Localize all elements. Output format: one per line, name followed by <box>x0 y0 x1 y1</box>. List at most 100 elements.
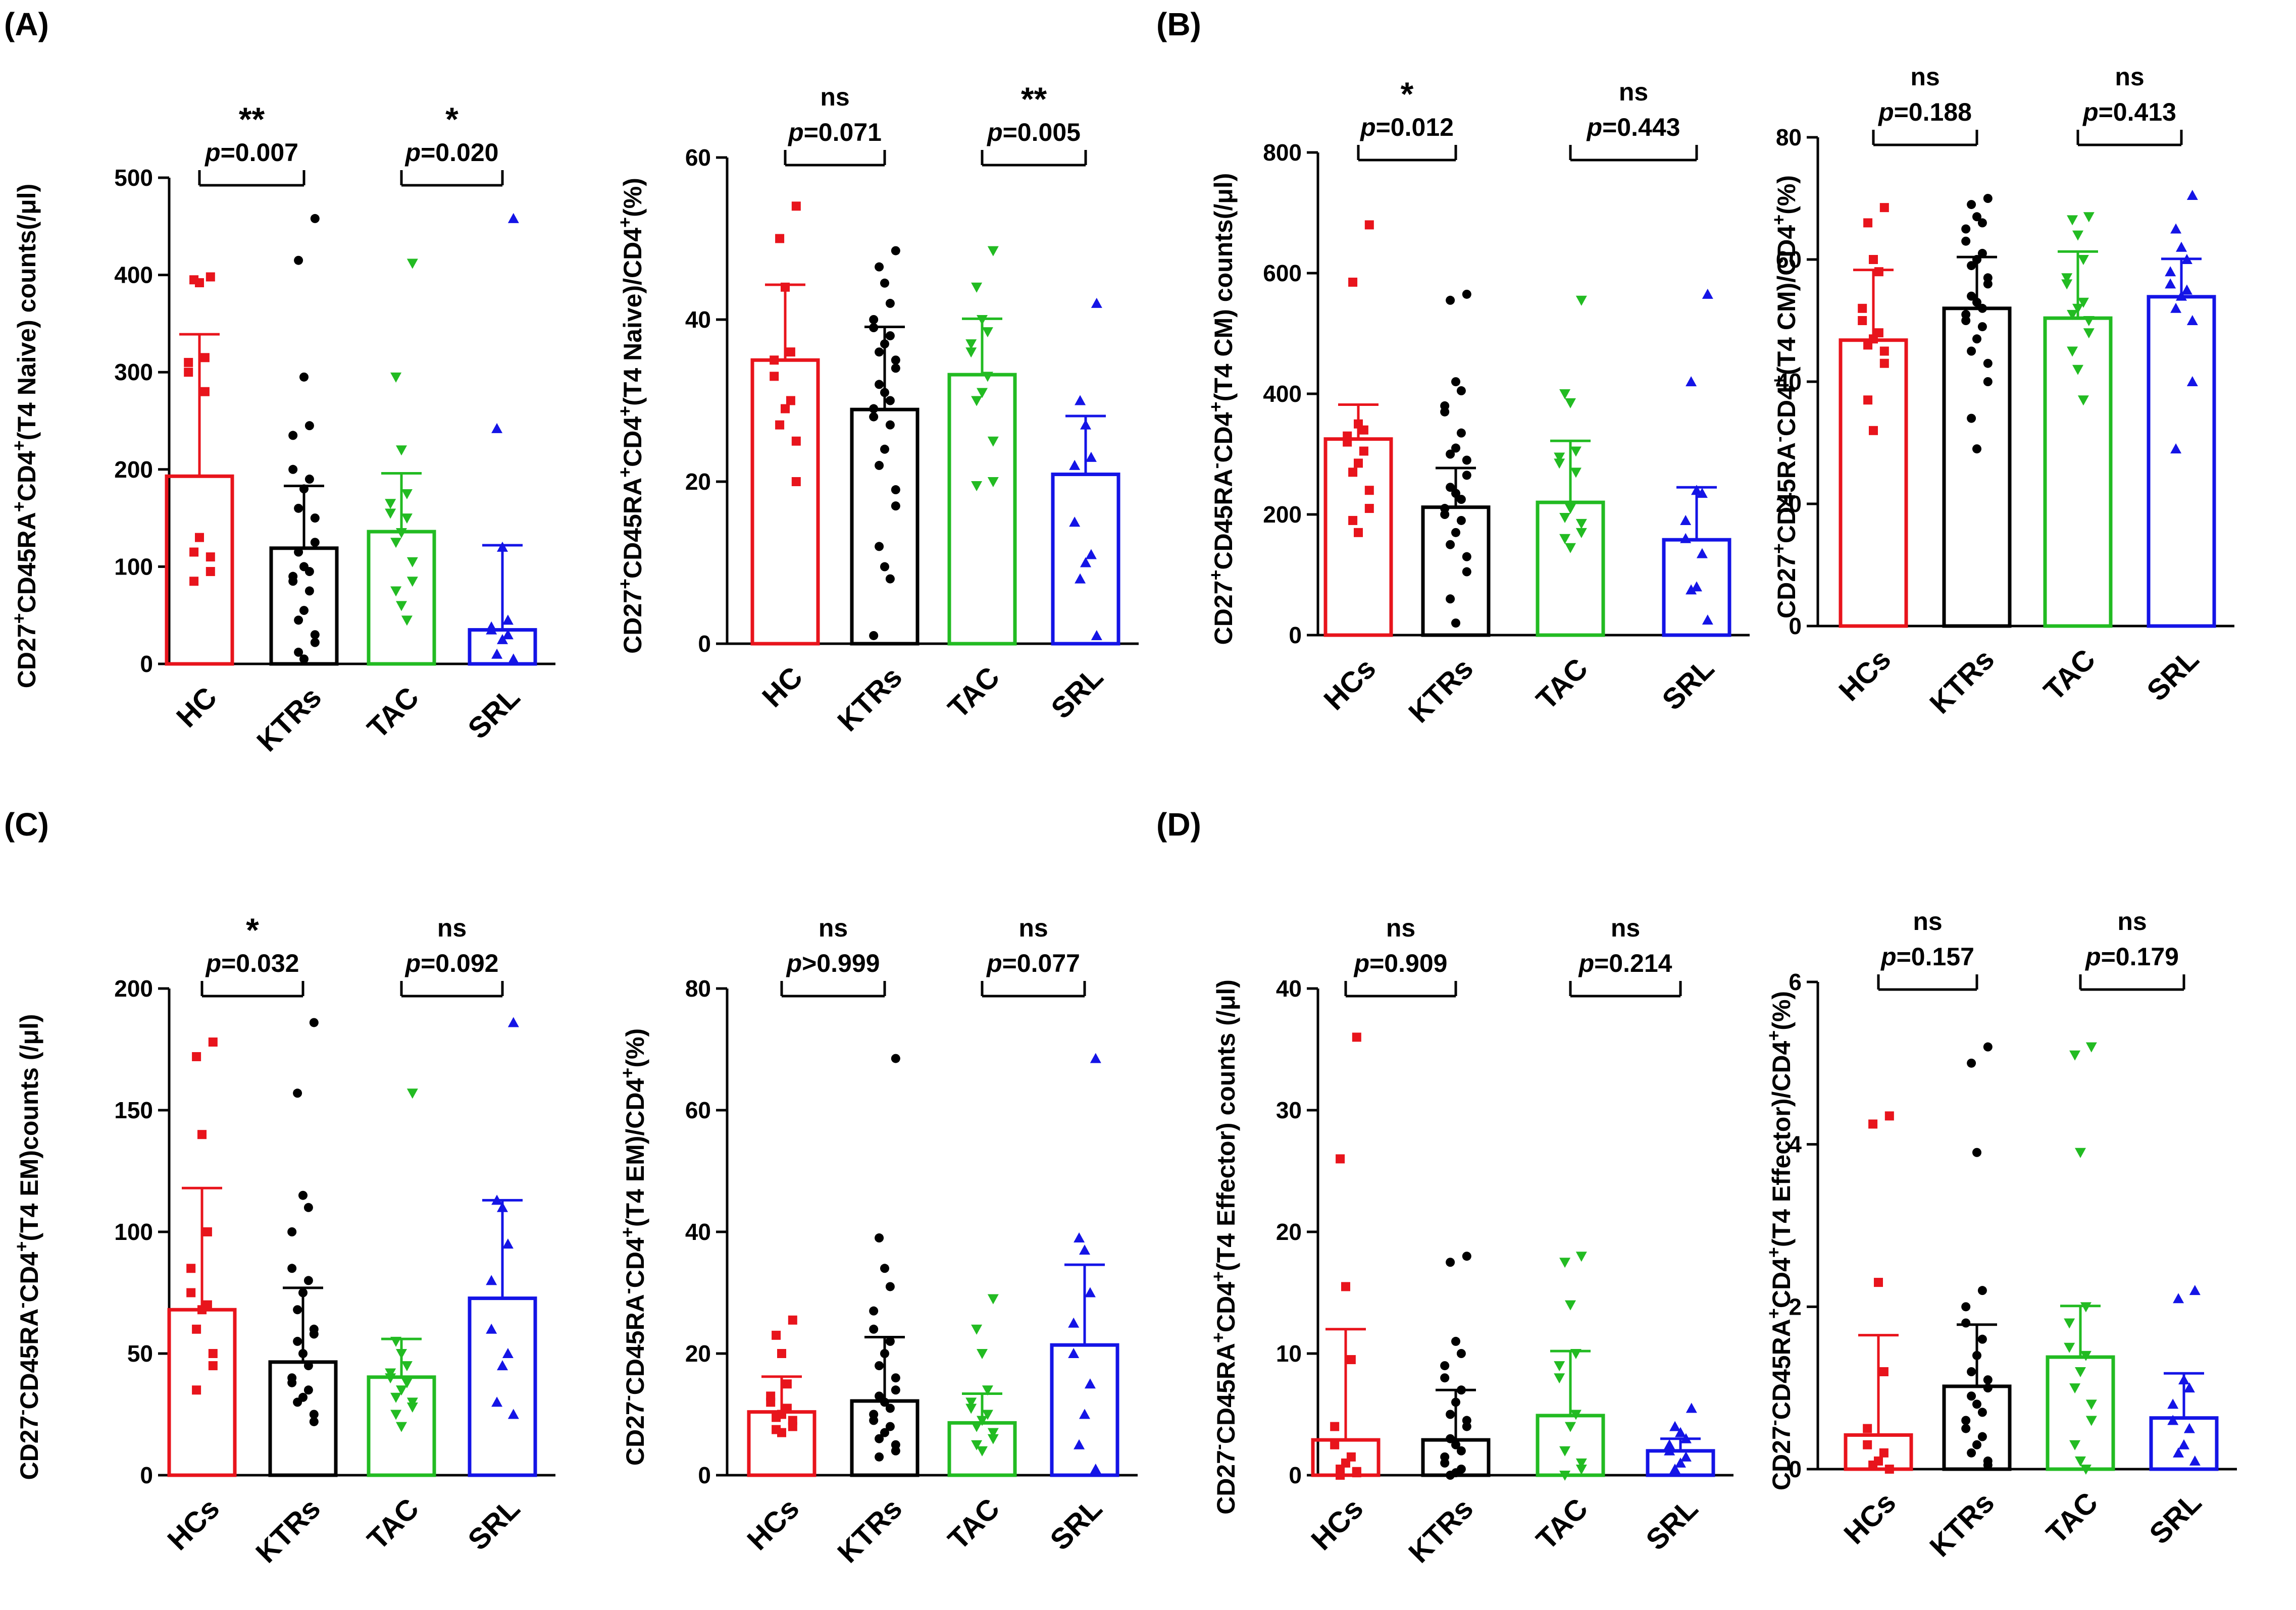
data-point <box>1068 1348 1080 1358</box>
data-point <box>2183 1423 2195 1433</box>
data-point <box>502 614 514 625</box>
y-tick-label: 10 <box>1276 1340 1302 1367</box>
data-point <box>2075 1367 2086 1377</box>
y-tick-label: 4 <box>1789 1131 1802 1158</box>
data-point <box>1080 419 1091 430</box>
data-point <box>891 355 900 365</box>
bar-group-srl <box>468 213 537 666</box>
data-point <box>772 1413 781 1422</box>
data-point <box>1084 1287 1096 1297</box>
significance-mark: * <box>246 911 259 949</box>
data-point <box>1575 518 1587 529</box>
y-tick-label: 80 <box>1776 124 1802 150</box>
data-point <box>1977 1432 1987 1441</box>
data-point <box>1451 1336 1460 1346</box>
data-point <box>304 475 314 484</box>
data-point <box>1440 407 1450 417</box>
data-point <box>875 1434 884 1443</box>
data-point <box>1869 426 1878 435</box>
significance-mark: ** <box>239 100 265 138</box>
category-label: KTRs <box>1402 652 1479 729</box>
data-point <box>2064 1318 2075 1329</box>
significance-bracket: p=0.077 ns <box>981 914 1086 998</box>
significance-mark: ns <box>437 914 467 942</box>
data-point <box>987 1434 999 1444</box>
category-label: KTRs <box>1923 643 2001 720</box>
data-point <box>299 654 309 664</box>
data-point <box>1462 289 1471 299</box>
data-point <box>1983 1383 1993 1393</box>
p-value: p=0.413 <box>2082 98 2176 126</box>
data-point <box>1446 1471 1455 1480</box>
y-tick-label: 60 <box>685 144 711 171</box>
data-point <box>293 1088 302 1098</box>
data-point <box>401 513 413 524</box>
bar-group-srl <box>1051 297 1120 646</box>
data-point <box>781 404 790 413</box>
data-point <box>2178 1439 2189 1449</box>
data-point <box>294 647 303 657</box>
data-point <box>406 557 418 567</box>
data-point <box>303 1385 313 1395</box>
data-point <box>1074 1232 1085 1243</box>
data-point <box>1686 1403 1697 1413</box>
data-point <box>2170 302 2182 313</box>
data-point <box>304 567 314 577</box>
data-point <box>1575 1252 1587 1262</box>
data-point <box>987 246 999 256</box>
data-point <box>891 501 900 511</box>
data-point <box>1863 218 1873 228</box>
category-label: SRL <box>1640 1492 1704 1556</box>
data-point <box>977 388 988 398</box>
data-point <box>1868 1119 1878 1129</box>
bar <box>1839 338 1908 628</box>
data-point <box>791 436 801 446</box>
data-point <box>1565 1422 1576 1432</box>
data-point <box>875 1452 884 1462</box>
bar-group-tac <box>947 1294 1017 1477</box>
category-label: HCs <box>1838 1486 1902 1550</box>
data-point <box>2067 215 2078 226</box>
data-point <box>1091 297 1102 308</box>
data-point <box>507 1017 519 1027</box>
data-point <box>885 420 895 430</box>
data-point <box>965 339 977 350</box>
data-point <box>1446 1410 1455 1419</box>
data-point <box>1352 1032 1361 1042</box>
bar <box>2043 316 2113 628</box>
data-point <box>197 1305 207 1315</box>
y-axis-label: CD27+CD45RA-CD4+(T4 CM)/CD4+(%) <box>1768 175 1801 618</box>
data-point <box>491 648 503 659</box>
data-point <box>885 574 895 584</box>
data-point <box>1961 316 1971 325</box>
y-tick-label: 0 <box>140 1462 153 1488</box>
data-point <box>1348 468 1358 477</box>
data-point <box>1961 1416 1971 1425</box>
data-point <box>1972 334 1981 344</box>
data-point <box>1977 248 1987 258</box>
data-point <box>2077 255 2089 265</box>
data-point <box>192 1052 201 1061</box>
data-point <box>1085 451 1097 462</box>
category-label: HCs <box>161 1492 226 1556</box>
data-point <box>891 485 900 495</box>
data-point <box>1961 1302 1971 1312</box>
data-point <box>1680 1433 1692 1443</box>
data-point <box>1446 540 1455 549</box>
plot-3: 0 200 400 600 800 CD27+CD45RA-CD4+(T4 CM) cou… <box>1205 75 1750 729</box>
data-point <box>184 368 193 377</box>
p-value: p=0.092 <box>404 949 499 977</box>
y-tick-label: 2 <box>1789 1293 1802 1320</box>
bar-group-tac <box>2043 212 2113 628</box>
bar-group-hc <box>165 272 234 666</box>
data-point <box>977 315 988 325</box>
significance-mark: ns <box>1018 914 1048 942</box>
data-point <box>2183 1382 2195 1393</box>
data-point <box>869 631 879 640</box>
data-point <box>788 1315 797 1325</box>
data-point <box>2064 1342 2075 1353</box>
data-point <box>875 1361 884 1371</box>
data-point <box>875 380 884 389</box>
bar-group-ktrs <box>1942 1042 2012 1471</box>
data-point <box>880 1397 889 1407</box>
